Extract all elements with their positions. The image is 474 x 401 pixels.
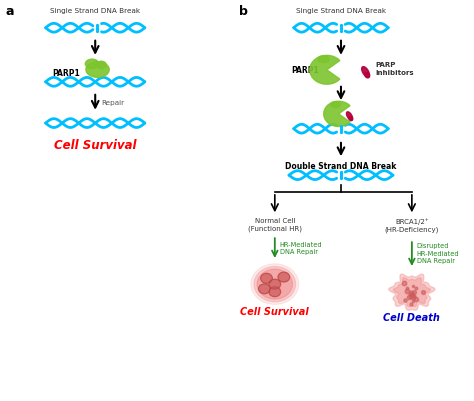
Text: Normal Cell
(Functional HR): Normal Cell (Functional HR) [248, 217, 302, 231]
Text: Double Strand DNA Break: Double Strand DNA Break [285, 161, 397, 170]
Circle shape [257, 269, 292, 300]
Text: PARP
Inhibitors: PARP Inhibitors [375, 62, 414, 75]
Ellipse shape [86, 63, 109, 78]
Text: Single Strand DNA Break: Single Strand DNA Break [296, 8, 386, 14]
Ellipse shape [96, 62, 106, 69]
Text: b: b [239, 5, 248, 18]
Polygon shape [389, 274, 435, 310]
Text: PARP1: PARP1 [292, 66, 319, 75]
Polygon shape [393, 278, 430, 307]
Text: Repair: Repair [101, 100, 124, 106]
Wedge shape [310, 56, 340, 85]
Circle shape [261, 273, 273, 284]
Text: Cell Death: Cell Death [383, 312, 440, 322]
Circle shape [269, 279, 281, 290]
Text: Disrupted
HR-Mediated
DNA Repair: Disrupted HR-Mediated DNA Repair [417, 243, 459, 264]
Ellipse shape [331, 102, 341, 108]
Ellipse shape [318, 57, 329, 63]
Text: Cell Survival: Cell Survival [54, 139, 137, 152]
Circle shape [254, 267, 296, 302]
Ellipse shape [346, 113, 353, 121]
Ellipse shape [362, 67, 369, 78]
Text: a: a [5, 5, 14, 18]
Ellipse shape [85, 60, 99, 69]
Text: PARP1: PARP1 [53, 69, 81, 78]
Text: Single Strand DNA Break: Single Strand DNA Break [50, 8, 140, 14]
Wedge shape [324, 102, 350, 127]
Circle shape [259, 284, 270, 294]
Circle shape [278, 272, 290, 282]
Ellipse shape [365, 73, 370, 79]
Text: BRCA1/2⁺
(HR-Deficiency): BRCA1/2⁺ (HR-Deficiency) [385, 217, 439, 232]
Text: HR-Mediated
DNA Repair: HR-Mediated DNA Repair [280, 241, 322, 254]
Text: Cell Survival: Cell Survival [240, 306, 309, 316]
Circle shape [251, 264, 299, 305]
Circle shape [269, 287, 281, 297]
Ellipse shape [349, 117, 353, 122]
